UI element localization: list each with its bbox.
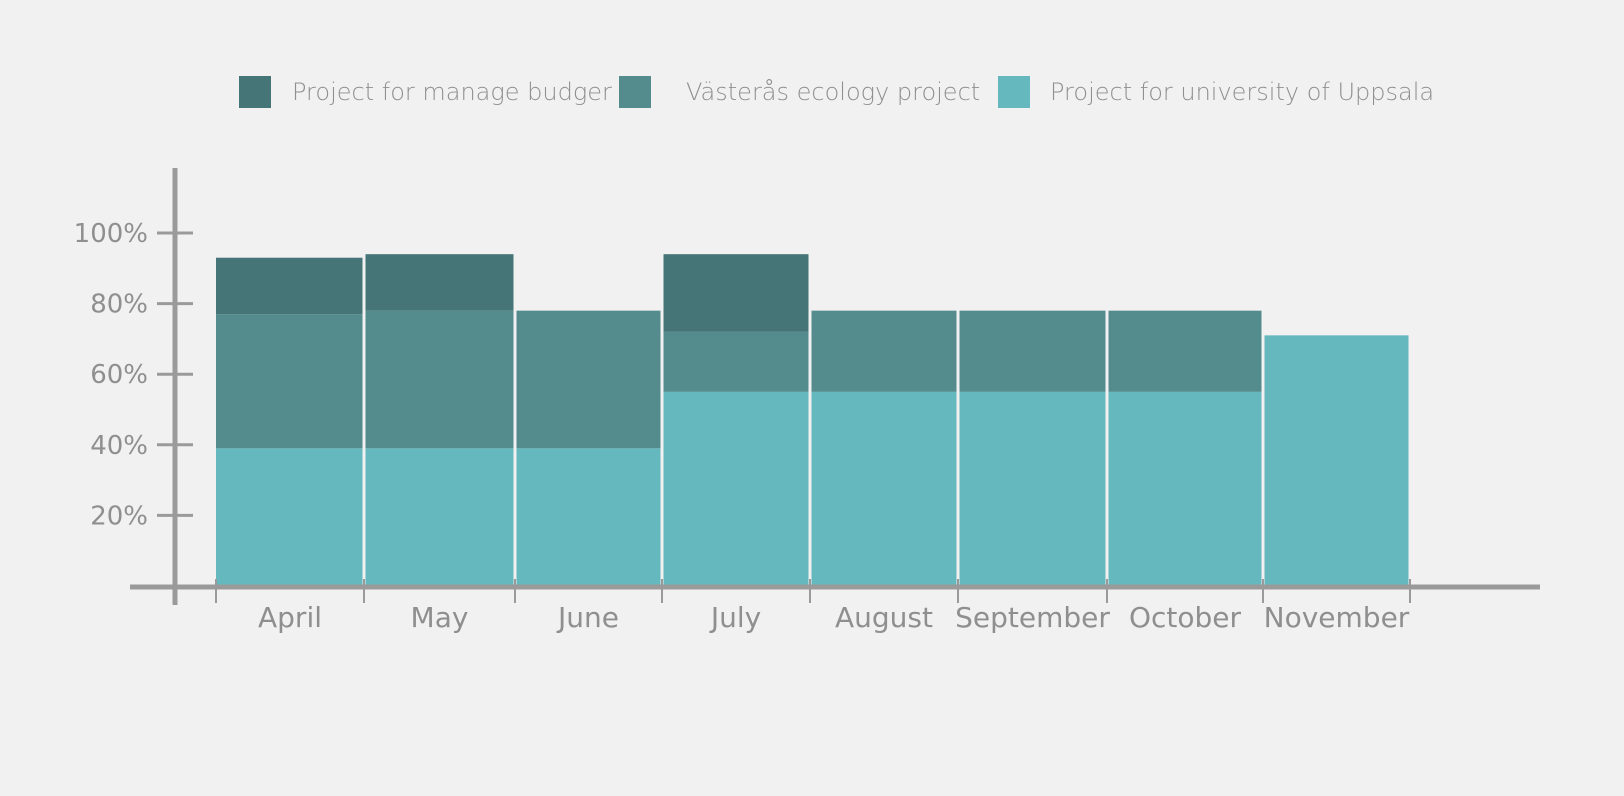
legend-item-vasteras-ecology-project: Västerås ecology project (619, 76, 980, 108)
legend-label: Västerås ecology project (686, 78, 980, 106)
x-axis-ticks: April May June July August September October No… (215, 579, 1411, 634)
y-tick-label: 20% (90, 501, 148, 531)
y-tick-label: 80% (90, 290, 148, 320)
bar-may-project-for-manage-budger (365, 254, 514, 311)
bar-august-project-for-university-of-uppsala (811, 391, 957, 586)
x-tick-label-november: November (1264, 601, 1410, 634)
x-tick-label-august: August (835, 601, 933, 634)
bar-september-project-for-university-of-uppsala (959, 391, 1106, 586)
x-tick-label-may: May (411, 601, 469, 634)
bar-august-vasteras-ecology-project (811, 310, 957, 392)
bar-july-vasteras-ecology-project (663, 331, 809, 392)
y-axis-ticks: 20% 40% 60% 80% 100% (74, 219, 193, 531)
x-tick-label-june: June (556, 601, 619, 634)
legend-swatch (998, 76, 1030, 108)
legend-item-project-for-university-of-uppsala: Project for university of Uppsala (998, 76, 1434, 108)
bar-september-vasteras-ecology-project (959, 310, 1106, 392)
y-tick-label: 40% (90, 431, 148, 461)
legend-label: Project for manage budger (292, 78, 612, 106)
bar-june-project-for-university-of-uppsala (516, 448, 661, 586)
bar-april-project-for-university-of-uppsala (216, 448, 363, 586)
y-tick-label: 100% (74, 219, 148, 249)
legend-swatch (619, 76, 651, 108)
legend-item-project-for-manage-budger: Project for manage budger (239, 76, 612, 108)
bar-april-vasteras-ecology-project (216, 314, 363, 449)
bars (216, 254, 1409, 586)
bar-july-project-for-university-of-uppsala (663, 391, 809, 586)
y-tick-label: 60% (90, 360, 148, 390)
bar-july-project-for-manage-budger (663, 254, 809, 332)
bar-may-vasteras-ecology-project (365, 310, 514, 449)
x-tick-label-july: July (709, 601, 761, 634)
legend-swatch (239, 76, 271, 108)
bar-april-project-for-manage-budger (216, 257, 363, 315)
bar-may-project-for-university-of-uppsala (365, 448, 514, 586)
x-tick-label-april: April (258, 601, 322, 634)
bar-october-vasteras-ecology-project (1108, 310, 1262, 392)
legend: Project for manage budger Västerås ecolog… (239, 76, 1434, 108)
bar-november-project-for-university-of-uppsala (1264, 335, 1409, 586)
legend-label: Project for university of Uppsala (1050, 78, 1434, 106)
x-tick-label-september: September (955, 601, 1110, 634)
bar-october-project-for-university-of-uppsala (1108, 391, 1262, 586)
bar-june-vasteras-ecology-project (516, 310, 661, 449)
x-tick-label-october: October (1129, 601, 1242, 634)
